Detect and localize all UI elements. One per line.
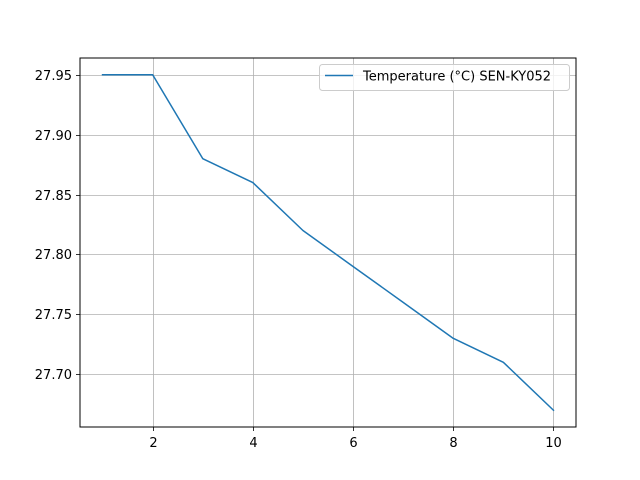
x-tick-label: 2 <box>149 436 157 451</box>
series-line <box>101 74 555 412</box>
x-tick-label: 10 <box>545 436 562 451</box>
data-series <box>101 74 555 412</box>
y-tick-label: 27.75 <box>35 308 72 323</box>
y-tick-label: 27.90 <box>35 129 72 144</box>
x-tick-label: 8 <box>449 436 457 451</box>
y-tick-label: 27.70 <box>35 368 72 383</box>
legend: Temperature (°C) SEN-KY052 <box>319 64 570 91</box>
y-axis: 27.70 27.75 27.80 27.85 27.90 27.95 <box>35 69 80 383</box>
y-tick-label: 27.85 <box>35 189 72 204</box>
y-tick-label: 27.80 <box>35 248 72 263</box>
x-tick-label: 6 <box>349 436 357 451</box>
x-tick-label: 4 <box>249 436 257 451</box>
legend-label: Temperature (°C) SEN-KY052 <box>362 70 551 85</box>
x-axis: 2 4 6 8 10 <box>149 427 562 451</box>
y-tick-label: 27.95 <box>35 69 72 84</box>
legend-box <box>319 64 570 91</box>
plot-area-frame <box>79 57 577 428</box>
